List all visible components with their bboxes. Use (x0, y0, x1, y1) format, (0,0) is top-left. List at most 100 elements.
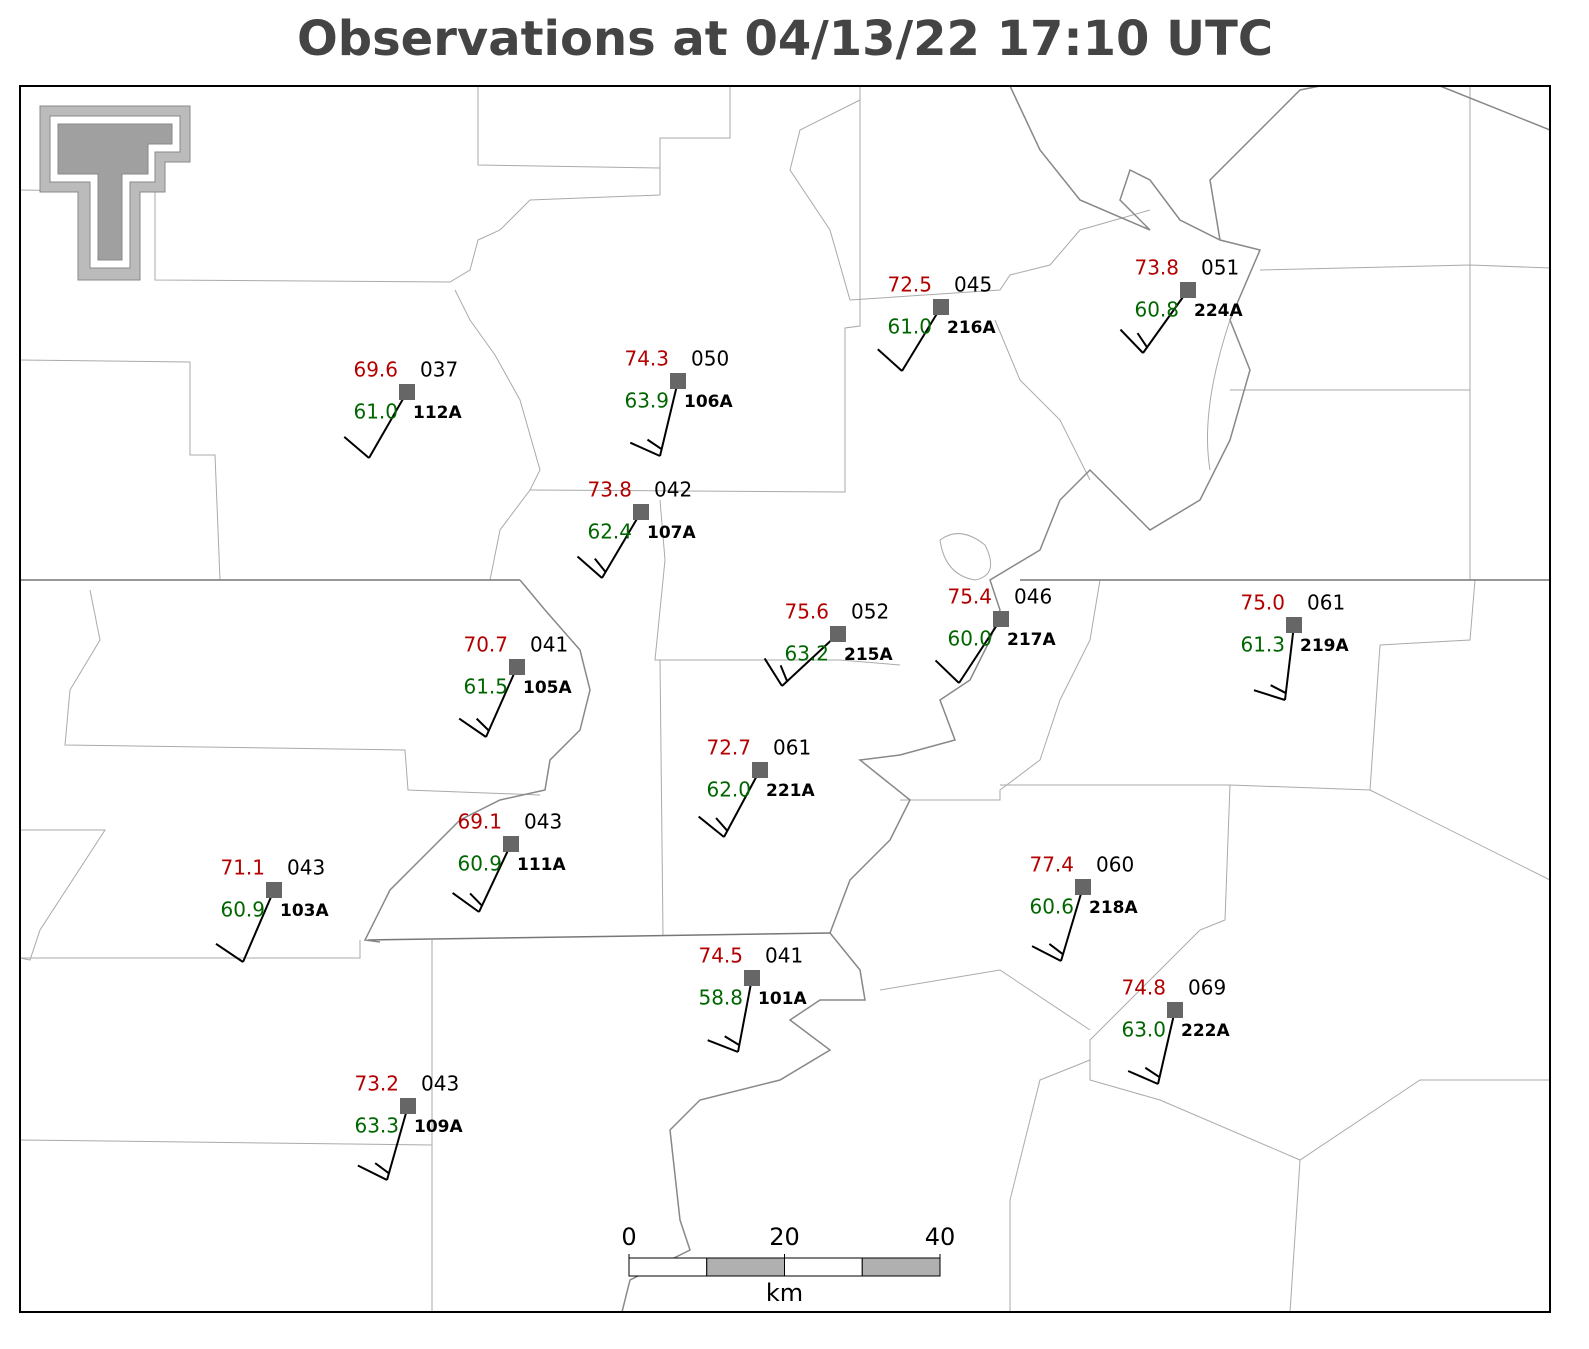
wind-barb (715, 817, 729, 832)
wind-barb (215, 943, 244, 963)
station-marker (399, 384, 415, 400)
wind-barb (707, 1039, 739, 1053)
temperature: 70.7 (463, 633, 508, 657)
dewpoint: 62.0 (706, 778, 751, 802)
dewpoint: 60.0 (947, 627, 992, 651)
temperature: 75.4 (947, 585, 992, 609)
station: 73.2 043 63.3 109A (354, 1072, 463, 1181)
wind-barb (934, 659, 960, 684)
wind-barb (594, 558, 607, 573)
wind-shaft (1060, 886, 1084, 962)
temperature: 71.1 (220, 856, 265, 880)
pressure: 060 (1096, 853, 1134, 877)
station: 74.3 050 63.9 106A (624, 347, 733, 457)
station-id: 106A (684, 392, 733, 412)
scale-tick-label: 20 (769, 1223, 800, 1251)
wind-barb (629, 441, 661, 457)
station: 72.7 061 62.0 221A (698, 736, 815, 838)
station: 73.8 042 62.4 107A (576, 478, 696, 579)
temperature: 73.8 (1134, 256, 1179, 280)
title: Observations at 04/13/22 17:10 UTC (297, 11, 1273, 67)
wind-shaft (368, 391, 408, 459)
station-marker (1286, 617, 1302, 633)
dewpoint: 60.6 (1029, 895, 1074, 919)
station: 75.6 052 63.2 215A (763, 600, 893, 687)
station-marker (1180, 282, 1196, 298)
station-id: 111A (517, 855, 566, 875)
station-marker (1167, 1002, 1183, 1018)
wind-barb (1253, 689, 1286, 701)
dewpoint: 58.8 (698, 986, 743, 1010)
wind-barb (1144, 1066, 1161, 1079)
scale-bar: 0 20 40 km (621, 1223, 955, 1307)
temperature: 74.3 (624, 347, 669, 371)
wind-barb (469, 892, 483, 907)
wind-shaft (1284, 624, 1295, 701)
pressure: 045 (954, 273, 992, 297)
dewpoint: 61.0 (353, 400, 398, 424)
pressure: 037 (420, 358, 458, 382)
wind-barb (1136, 332, 1148, 348)
station-marker (752, 762, 768, 778)
temperature: 77.4 (1029, 853, 1074, 877)
temperature: 73.8 (587, 478, 632, 502)
scale-segment (861, 1257, 941, 1277)
wind-barb (374, 1162, 390, 1175)
temperature: 75.6 (784, 600, 829, 624)
dewpoint: 63.0 (1121, 1018, 1166, 1042)
pressure: 069 (1188, 976, 1226, 1000)
dewpoint: 60.9 (220, 898, 265, 922)
station: 70.7 041 61.5 105A (458, 633, 572, 738)
station-id: 109A (414, 1117, 463, 1137)
wind-barb (458, 717, 487, 738)
wind-barb (877, 348, 903, 372)
dewpoint: 63.9 (624, 389, 669, 413)
dewpoint: 61.3 (1240, 633, 1285, 657)
wind-barb (475, 717, 490, 732)
station: 71.1 043 60.9 103A (215, 856, 329, 963)
wind-barb (1119, 328, 1144, 354)
station-id: 101A (758, 989, 807, 1009)
station-id: 219A (1300, 636, 1349, 656)
pressure: 041 (765, 944, 803, 968)
wind-shaft (242, 889, 275, 963)
wind-shaft (478, 843, 512, 913)
temperature: 69.1 (457, 810, 502, 834)
scale-segment (628, 1257, 708, 1277)
station: 74.8 069 63.0 222A (1121, 976, 1230, 1085)
pressure: 050 (691, 347, 729, 371)
station-id: 105A (523, 678, 572, 698)
station-id: 112A (413, 403, 462, 423)
station: 72.5 045 61.0 216A (877, 273, 996, 372)
temperature: 75.0 (1240, 591, 1285, 615)
pressure: 061 (1307, 591, 1345, 615)
station: 73.8 051 60.8 224A (1119, 256, 1243, 354)
map-background (19, 85, 1551, 1313)
station-marker (509, 659, 525, 675)
wind-shaft (901, 306, 942, 372)
wind-barb (343, 436, 370, 459)
wind-barb (1031, 945, 1062, 962)
station-marker (933, 299, 949, 315)
station: 77.4 060 60.6 218A (1029, 853, 1138, 962)
wind-shaft (781, 633, 839, 687)
station-id: 216A (947, 318, 996, 338)
scale-segment (706, 1257, 785, 1277)
wind-barb (576, 555, 603, 579)
scale-unit: km (766, 1279, 803, 1307)
wind-shaft (601, 511, 642, 579)
pressure: 042 (654, 478, 692, 502)
scale-tick-label: 0 (621, 1223, 636, 1251)
station: 69.1 043 60.9 111A (452, 810, 566, 913)
station: 74.5 041 58.8 101A (698, 944, 807, 1053)
wind-shaft (386, 1105, 409, 1181)
dewpoint: 63.3 (354, 1114, 399, 1138)
wind-shaft (723, 769, 761, 838)
pressure: 052 (851, 600, 889, 624)
station-marker (1075, 879, 1091, 895)
wind-barb (779, 665, 789, 682)
station-id: 107A (647, 523, 696, 543)
wind-shaft (485, 666, 518, 738)
